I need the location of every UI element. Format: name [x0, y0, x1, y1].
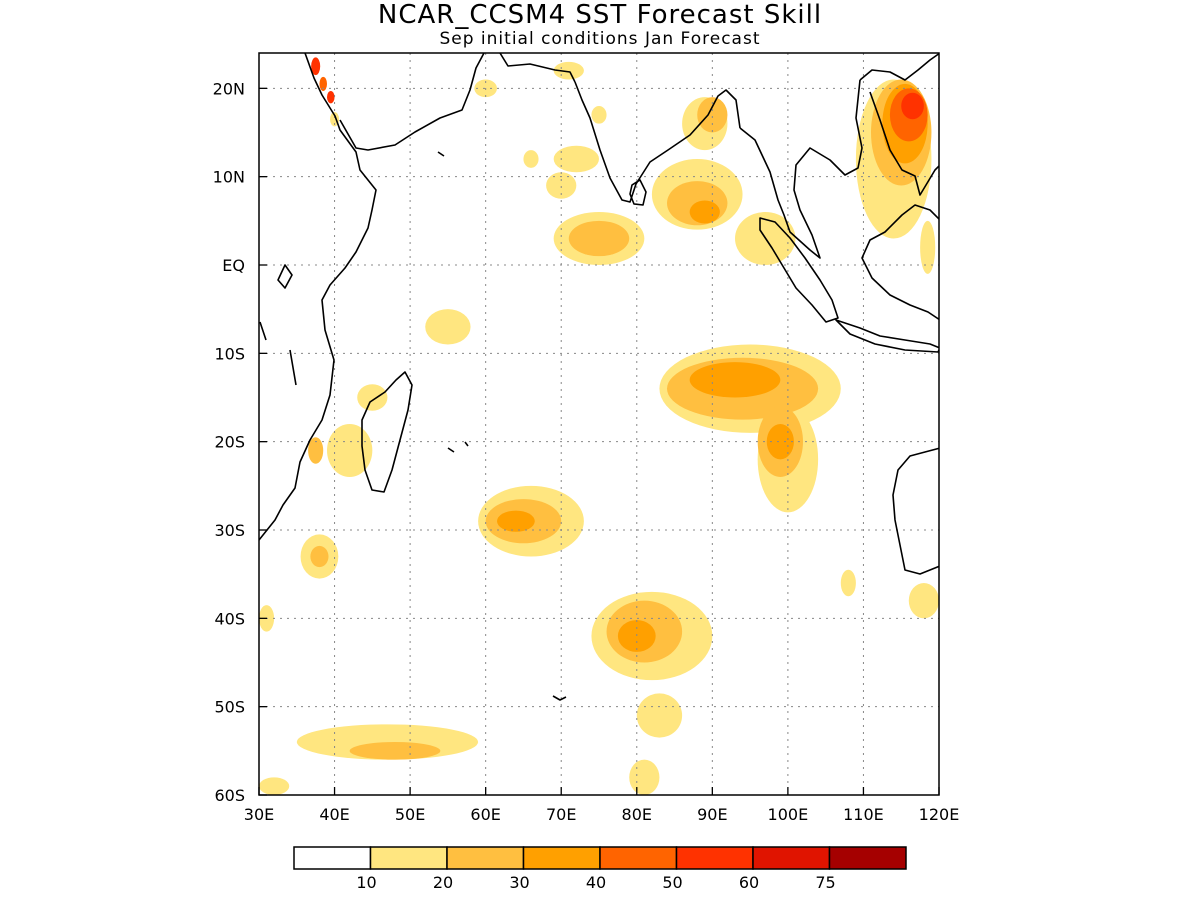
colorbar-label: 40	[586, 873, 606, 892]
skill-region-23	[349, 742, 441, 760]
lon-tick-label: 60E	[470, 805, 500, 824]
lat-tick-label: 30S	[214, 521, 245, 540]
coastline-malay-peninsula	[739, 79, 863, 259]
lat-lon-grid	[259, 53, 939, 795]
lat-tick-label: 50S	[214, 698, 245, 717]
lat-tick-label: 20N	[213, 79, 245, 98]
skill-region-36	[908, 583, 939, 619]
lon-tick-label: 100E	[768, 805, 809, 824]
skill-region-21	[636, 693, 683, 738]
skill-region-31	[523, 150, 539, 168]
coastline-madagascar	[361, 371, 413, 493]
colorbar-label: 75	[815, 873, 835, 892]
coastline-borneo	[861, 204, 939, 321]
chart-subtitle: Sep initial conditions Jan Forecast	[439, 29, 761, 49]
colorbar-labels: 10 20 30 40 50 60 75	[356, 873, 835, 892]
skill-region-30	[591, 106, 607, 124]
colorbar-label: 30	[509, 873, 529, 892]
skill-shading-layer	[259, 57, 939, 795]
chart-title: NCAR_CCSM4 SST Forecast Skill	[377, 0, 823, 30]
skill-region-4	[689, 200, 720, 224]
coastline-arabia	[339, 53, 485, 151]
coastline-java	[835, 319, 939, 353]
skill-region-27	[310, 545, 329, 568]
plot-frame	[258, 52, 940, 796]
coastline-vietnam	[869, 91, 939, 196]
lat-tick-label: 20S	[214, 433, 245, 452]
colorbar-label: 60	[739, 873, 759, 892]
skill-region-45	[920, 220, 936, 274]
colorbar-bin-0	[293, 846, 372, 870]
coastline-sumatra	[759, 217, 839, 323]
coastline-india	[574, 81, 741, 203]
colorbar-label: 10	[356, 873, 376, 892]
coastline-indochina	[859, 53, 939, 81]
colorbar-bin-2	[446, 846, 525, 870]
coastline-persia	[499, 53, 576, 83]
coastline-sri-lanka	[629, 179, 647, 206]
skill-region-47	[319, 76, 327, 91]
skill-region-7	[697, 97, 728, 133]
skill-region-5	[553, 145, 599, 173]
lon-tick-label: 70E	[546, 805, 576, 824]
colorbar-label: 50	[662, 873, 682, 892]
skill-region-28	[357, 384, 388, 411]
lon-tick-label: 50E	[395, 805, 425, 824]
lon-tick-label: 30E	[244, 805, 274, 824]
colorbar-bin-4	[599, 846, 678, 870]
coastline-small-islands	[259, 151, 567, 701]
colorbar-bin-7	[828, 846, 907, 870]
lat-tick-label: EQ	[222, 256, 245, 275]
coastline-australia	[892, 447, 939, 575]
skill-region-25	[308, 437, 324, 464]
skill-region-49	[327, 90, 335, 104]
colorbar-label: 20	[433, 873, 453, 892]
colorbar-bin-6	[752, 846, 831, 870]
skill-region-33	[425, 309, 471, 345]
colorbar-bin-3	[522, 846, 601, 870]
skill-region-44	[901, 92, 924, 120]
lon-tick-label: 120E	[919, 805, 960, 824]
lon-tick-label: 90E	[697, 805, 727, 824]
lat-tick-label: 10S	[214, 344, 245, 363]
colorbar-bins	[293, 846, 907, 870]
skill-region-48	[311, 57, 321, 76]
colorbar-bin-1	[369, 846, 448, 870]
longitude-ticks: 30E 40E 50E 60E 70E 80E 90E 100E 110E 120E	[244, 787, 960, 824]
coastline-layer	[259, 53, 939, 701]
colorbar-bin-5	[675, 846, 754, 870]
skill-region-24	[327, 424, 373, 477]
skill-region-11	[689, 362, 781, 398]
skill-region-39	[259, 777, 290, 795]
skill-region-17	[497, 510, 535, 532]
latitude-ticks: 20N 10N EQ 10S 20S 30S 40S 50S 60S	[213, 79, 267, 805]
lat-tick-label: 10N	[213, 168, 245, 187]
lon-tick-label: 110E	[843, 805, 884, 824]
lat-tick-label: 40S	[214, 609, 245, 628]
lon-tick-label: 40E	[319, 805, 349, 824]
skill-region-34	[546, 172, 577, 199]
skill-region-14	[766, 424, 794, 460]
coastline-africa	[259, 53, 377, 541]
skill-region-37	[840, 569, 856, 597]
skill-region-1	[568, 220, 630, 257]
lat-tick-label: 60S	[214, 786, 245, 805]
lon-tick-label: 80E	[622, 805, 652, 824]
